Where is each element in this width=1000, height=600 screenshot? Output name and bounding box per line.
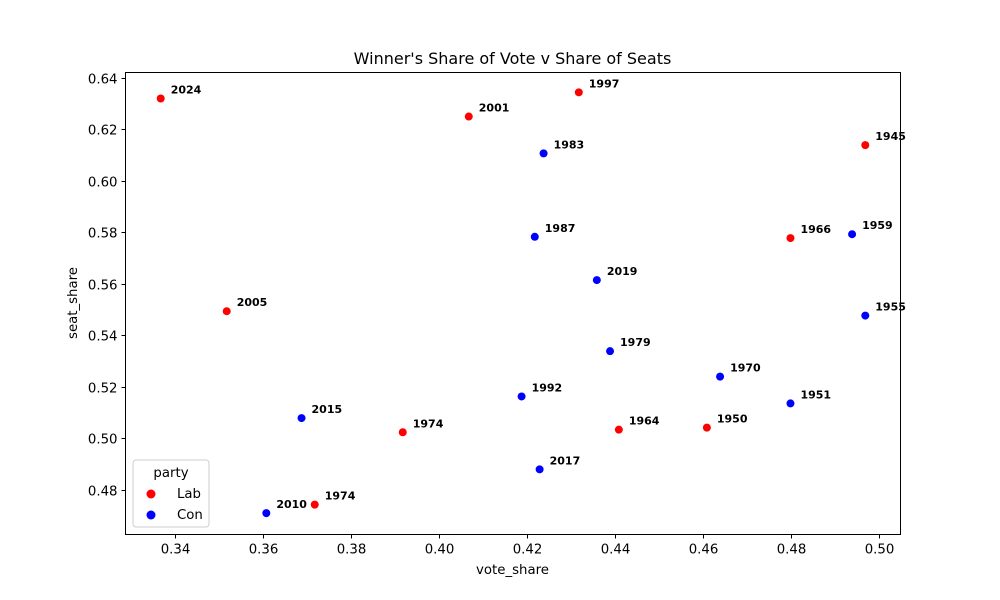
point-label: 2010 [276, 498, 307, 511]
point-label: 1997 [589, 77, 620, 90]
data-point-con [517, 392, 526, 401]
data-point-lab [310, 500, 319, 509]
point-label: 1966 [800, 223, 831, 236]
y-axis-label: seat_share [66, 267, 81, 339]
y-tick-label: 0.54 [88, 330, 118, 345]
data-point-lab [702, 423, 711, 432]
x-tick-label: 0.46 [689, 543, 719, 558]
point-label: 1974 [413, 417, 444, 430]
x-tick-label: 0.44 [601, 543, 631, 558]
x-tick-label: 0.42 [513, 543, 543, 558]
y-tick-label: 0.60 [88, 176, 118, 191]
y-tick-label: 0.52 [88, 382, 118, 397]
legend-box [132, 459, 210, 528]
data-point-con [716, 372, 725, 381]
data-point-con [786, 399, 795, 408]
y-tick-label: 0.56 [88, 279, 118, 294]
point-label: 2001 [479, 102, 510, 115]
point-label: 1992 [532, 381, 563, 394]
y-axis-ticks: 0.48 0.50 0.52 0.54 0.56 0.58 0.60 0.62 0.64 [88, 73, 126, 500]
x-tick-label: 0.50 [865, 543, 895, 558]
point-label: 2015 [312, 403, 343, 416]
data-points: 2024 1997 2001 1983 1945 1987 1966 1959 2019 2005… [156, 77, 906, 518]
point-label: 1955 [875, 301, 906, 314]
legend-marker-con [146, 510, 156, 520]
y-tick-label: 0.50 [88, 433, 118, 448]
y-tick-label: 0.62 [88, 124, 118, 139]
data-point-con [297, 414, 306, 423]
point-label: 1974 [325, 490, 356, 503]
legend-title: party [153, 466, 188, 481]
y-tick-label: 0.64 [88, 73, 118, 88]
data-point-con [848, 230, 857, 239]
x-tick-label: 0.38 [337, 543, 367, 558]
point-label: 1983 [554, 138, 585, 151]
point-label: 1987 [545, 222, 576, 235]
data-point-lab [156, 94, 165, 103]
legend: party Lab Con [132, 459, 210, 528]
x-tick-label: 0.34 [161, 543, 191, 558]
x-tick-label: 0.48 [777, 543, 807, 558]
point-label: 1970 [730, 362, 761, 375]
data-point-lab [464, 112, 473, 121]
x-axis-label: vote_share [476, 563, 549, 578]
data-point-con [539, 149, 548, 158]
point-label: 2005 [237, 296, 268, 309]
point-label: 2024 [171, 84, 202, 97]
data-point-con [592, 276, 601, 285]
point-label: 2017 [550, 454, 581, 467]
point-label: 1951 [800, 388, 831, 401]
data-point-con [530, 232, 539, 241]
point-label: 1950 [717, 413, 748, 426]
point-label: 1959 [862, 219, 893, 232]
data-point-lab [861, 141, 870, 150]
x-tick-label: 0.36 [249, 543, 279, 558]
chart-title: Winner's Share of Vote v Share of Seats [354, 49, 672, 68]
data-point-lab [614, 425, 623, 434]
data-point-lab [786, 234, 795, 243]
point-label: 1979 [620, 336, 651, 349]
data-point-con [535, 465, 544, 474]
data-point-con [262, 509, 271, 518]
data-point-lab [222, 307, 231, 316]
data-point-lab [574, 88, 583, 97]
y-tick-label: 0.58 [88, 227, 118, 242]
x-axis-ticks: 0.34 0.36 0.38 0.40 0.42 0.44 0.46 0.48 0.50 [161, 534, 895, 558]
point-label: 2019 [607, 265, 638, 278]
x-tick-label: 0.40 [425, 543, 455, 558]
data-point-lab [398, 428, 407, 437]
y-tick-label: 0.48 [88, 485, 118, 500]
point-label: 1964 [629, 415, 660, 428]
legend-marker-lab [146, 489, 156, 499]
data-point-con [606, 347, 615, 356]
point-label: 1945 [875, 130, 906, 143]
legend-label-con: Con [177, 508, 203, 523]
data-point-con [861, 311, 870, 320]
plot-area-frame [125, 72, 901, 535]
legend-label-lab: Lab [177, 487, 201, 502]
